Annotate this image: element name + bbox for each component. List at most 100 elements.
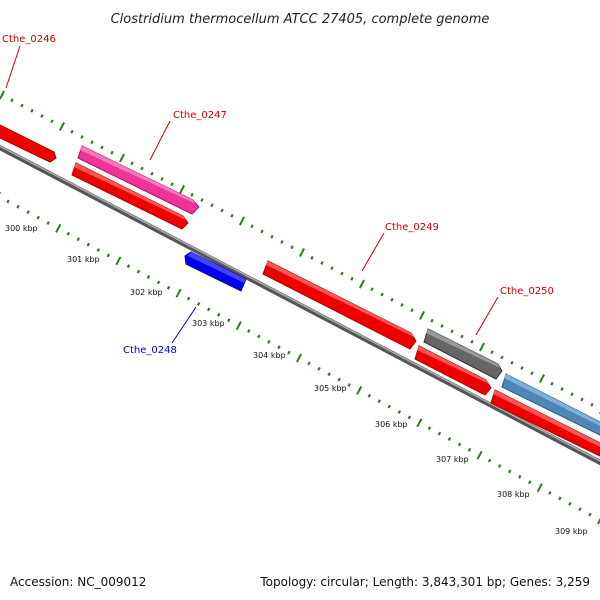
minor-tick [578,507,582,512]
minor-tick [206,307,211,312]
minor-tick [550,381,554,386]
gene-arrow[interactable] [414,345,492,396]
kbp-labels: 300 kbp 301 kbp 302 kbp 303 kbp 304 kbp … [5,224,588,536]
minor-tick [427,426,432,431]
major-tick [597,517,600,525]
major-tick [239,216,245,226]
genome-backbone-highlight [0,145,600,462]
gene-label-cthe-0246[interactable]: Cthe_0246 [2,34,56,45]
gene-arrow[interactable] [0,124,57,163]
minor-tick [340,271,344,276]
minor-tick [86,242,91,247]
major-tick [175,288,182,298]
minor-tick [307,361,311,366]
minor-tick [437,431,442,436]
major-tick [179,185,185,194]
minor-tick [30,108,34,113]
minor-tick [106,253,111,258]
minor-tick [270,234,274,239]
minor-tick [257,334,261,339]
minor-tick [277,345,281,350]
minor-tick [146,275,151,279]
minor-tick [140,166,144,171]
minor-tick [487,458,492,463]
major-tick [356,385,363,395]
minor-tick [90,140,94,145]
kbp-label: 306 kbp [375,420,408,429]
gene-label-connectors [5,45,499,344]
minor-tick [100,145,104,150]
minor-tick [507,469,512,474]
minor-tick [190,192,194,197]
gene-arrow[interactable] [501,373,600,436]
major-tick [536,483,543,493]
minor-tick [160,177,164,181]
minor-tick [16,204,20,209]
minor-tick [6,199,10,204]
minor-tick [528,480,532,485]
minor-tick [36,215,40,220]
major-tick [0,90,5,100]
minor-tick [390,297,394,302]
gene-label-cthe-0249[interactable]: Cthe_0249 [385,222,439,233]
gene-label-cthe-0247[interactable]: Cthe_0247 [173,110,227,121]
major-tick [476,450,483,460]
minor-tick [467,447,472,452]
minor-tick [46,221,50,225]
gene-arrow[interactable] [490,389,600,457]
minor-tick [210,203,214,208]
minor-tick [500,355,504,360]
minor-tick [518,474,522,479]
kbp-label: 303 kbp [192,319,225,328]
minor-tick [310,255,314,260]
kbp-label: 300 kbp [5,224,38,233]
minor-tick [200,198,204,202]
minor-tick [250,224,254,229]
minor-tick [377,399,381,404]
minor-tick [580,397,584,402]
gene-arrow[interactable] [71,162,189,230]
accession-text: Accession: NC_009012 [10,575,146,589]
minor-tick [570,392,574,397]
kbp-label: 304 kbp [253,351,286,360]
minor-tick [20,103,24,108]
major-tick [539,374,545,383]
minor-tick [407,415,412,420]
minor-tick [560,387,564,391]
kbp-label: 309 kbp [555,527,588,536]
minor-tick [430,318,434,323]
minor-tick [230,213,234,218]
major-tick [419,311,425,320]
minor-tick [317,366,321,371]
major-tick [479,342,485,352]
major-tick [59,122,65,131]
minor-tick [287,350,291,355]
major-tick [359,279,365,289]
minor-tick [410,308,414,313]
minor-tick [380,292,384,297]
minor-tick [217,312,221,317]
gene-arrow[interactable] [262,260,417,350]
minor-tick [588,512,592,517]
minor-tick [170,182,174,187]
minor-tick [387,404,392,409]
gene-features [0,124,600,457]
minor-tick [497,464,502,468]
minor-tick [447,437,452,441]
minor-tick [367,393,371,398]
minor-tick [548,491,552,495]
minor-tick [126,264,131,269]
gene-arrow[interactable] [184,251,247,292]
minor-tick [267,339,271,344]
gene-arrow[interactable] [423,328,503,380]
minor-tick [568,501,572,506]
gene-label-cthe-0248[interactable]: Cthe_0248 [123,345,177,356]
minor-tick [558,496,562,501]
minor-tick [520,366,524,370]
gene-label-cthe-0250[interactable]: Cthe_0250 [500,286,554,297]
gene-arrow[interactable] [77,145,200,215]
major-tick [299,248,305,257]
upper-tick-track [0,90,600,415]
minor-tick [110,150,114,155]
